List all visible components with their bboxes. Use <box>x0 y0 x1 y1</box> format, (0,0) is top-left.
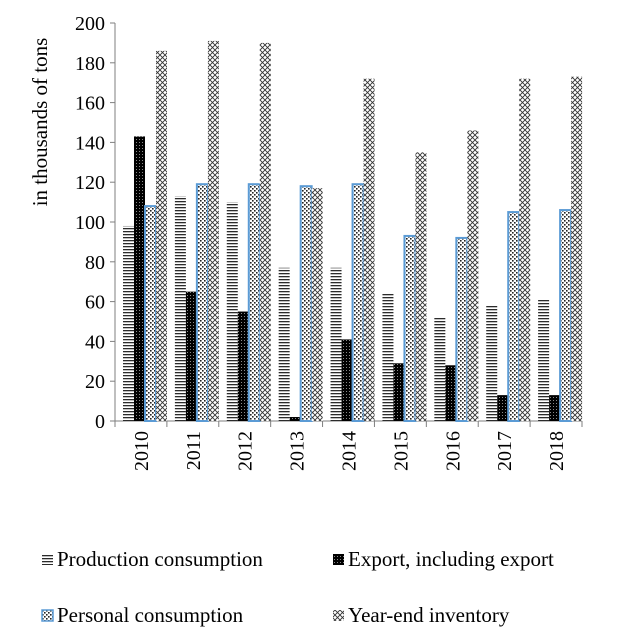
y-tick-label: 80 <box>85 252 105 274</box>
y-tick-label: 40 <box>85 331 105 353</box>
x-tick-label: 2013 <box>287 431 309 471</box>
bar-export <box>134 136 145 421</box>
bar-export <box>549 395 561 421</box>
y-tick-label: 0 <box>95 411 105 433</box>
bar-export <box>185 291 197 421</box>
bar-production <box>123 225 134 421</box>
y-tick-label: 140 <box>75 132 105 154</box>
legend-swatch-personal <box>41 609 54 622</box>
y-tick-label: 60 <box>85 292 105 314</box>
y-tick-label: 20 <box>85 371 105 393</box>
y-tick-label: 160 <box>75 93 105 115</box>
bar-personal <box>144 205 157 422</box>
bar-personal <box>403 234 417 422</box>
legend-swatch-export <box>333 554 344 565</box>
legend-label-export: Export, including export <box>348 547 554 571</box>
x-tick-label: 2018 <box>546 431 568 471</box>
bar-export <box>341 339 353 421</box>
bar-personal <box>351 183 365 422</box>
bar-inventory <box>467 130 479 421</box>
bar-inventory <box>415 152 427 421</box>
x-tick-label: 2012 <box>235 431 257 471</box>
x-tick-label: 2014 <box>339 431 361 471</box>
bar-inventory <box>363 78 375 421</box>
bar-export <box>497 395 509 421</box>
bar-inventory <box>259 42 271 422</box>
legend-label-inventory: Year-end inventory <box>348 603 510 627</box>
x-tick-label: 2011 <box>183 431 205 470</box>
legend-label-production: Production consumption <box>57 547 263 571</box>
bar-production <box>382 293 394 421</box>
bar-production <box>434 317 446 421</box>
y-tick-label: 100 <box>75 212 105 234</box>
bar-personal <box>195 183 209 422</box>
bar-personal <box>559 209 573 422</box>
bar-production <box>538 299 550 421</box>
bar-production <box>278 267 290 421</box>
bar-export <box>445 365 457 421</box>
bar-production <box>174 196 186 421</box>
bar-inventory <box>519 78 531 421</box>
x-tick-label: 2016 <box>442 431 464 471</box>
bar-inventory <box>156 50 167 422</box>
bar-personal <box>455 236 469 422</box>
bar-inventory <box>311 188 323 421</box>
x-tick-label: 2010 <box>131 431 153 471</box>
bar-inventory <box>571 76 583 421</box>
x-tick-label: 2017 <box>494 431 516 471</box>
bar-export <box>237 311 249 421</box>
bar-export <box>289 417 301 421</box>
legend-swatch-inventory <box>333 610 344 621</box>
bar-production <box>486 305 498 421</box>
legend-label-personal: Personal consumption <box>57 603 244 627</box>
y-tick-label: 180 <box>75 53 105 75</box>
bar-export <box>393 363 405 421</box>
y-tick-label: 200 <box>75 13 105 35</box>
bar-personal <box>247 183 261 422</box>
legend-swatch-production <box>42 554 53 565</box>
bar-personal <box>299 185 313 422</box>
bar-personal <box>507 211 521 422</box>
bar-production <box>226 202 238 421</box>
y-axis-title: in thousands of tons <box>28 38 52 207</box>
x-tick-label: 2015 <box>390 431 412 471</box>
bar-inventory <box>207 40 219 421</box>
y-tick-label: 120 <box>75 172 105 194</box>
bar-production <box>330 267 342 421</box>
